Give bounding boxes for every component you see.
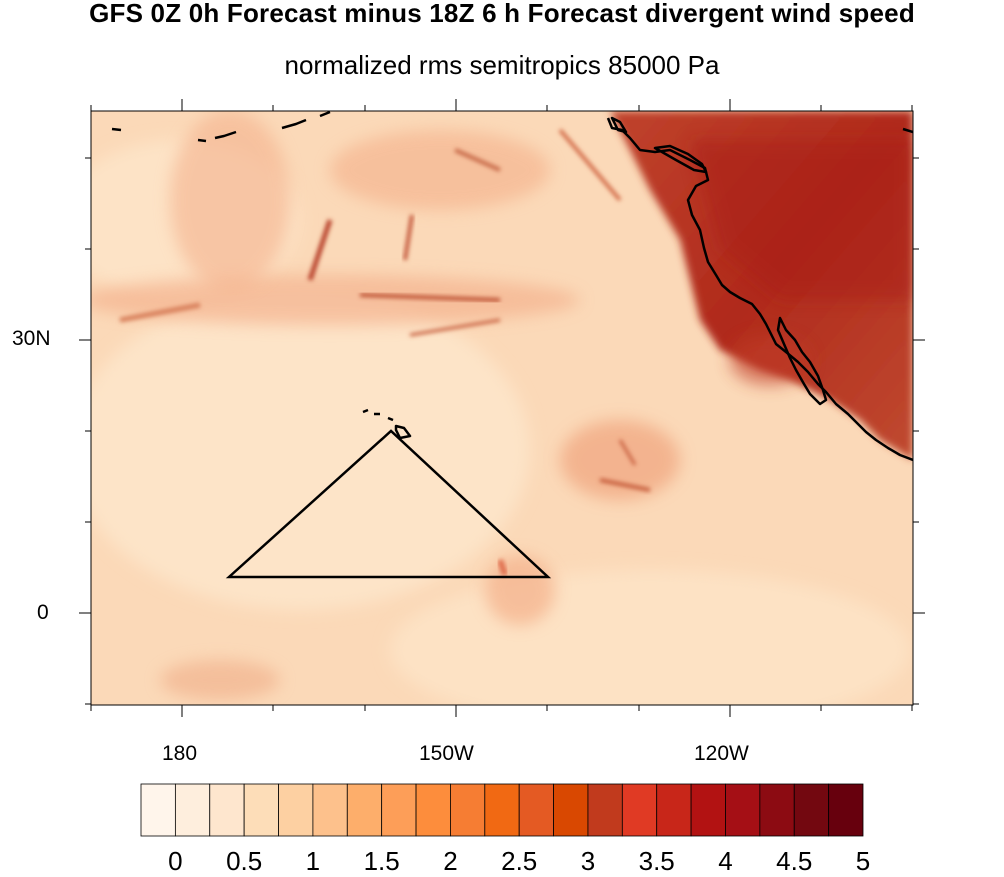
colorbar-box xyxy=(174,783,211,837)
colorbar-label: 0 xyxy=(168,846,183,876)
colorbar-label: 0.5 xyxy=(226,846,263,876)
coastlines xyxy=(111,111,913,462)
colorbar-box xyxy=(793,783,830,837)
colorbar-box xyxy=(278,783,314,837)
colorbar-box xyxy=(450,783,486,837)
colorbar-box xyxy=(621,783,658,837)
colorbar-box xyxy=(759,783,795,837)
colorbar-box xyxy=(690,783,726,837)
lat-label-0: 0 xyxy=(37,601,49,624)
field-shading xyxy=(91,111,913,705)
colorbar-box xyxy=(828,783,864,837)
colorbar-label: 5 xyxy=(855,846,871,876)
colorbar-box xyxy=(209,783,245,837)
colorbar-box xyxy=(725,783,761,837)
colorbar-label: 4 xyxy=(718,846,733,876)
chart-subtitle: normalized rms semitropics 85000 Pa xyxy=(284,50,720,80)
colorbar-box xyxy=(553,783,589,837)
lon-label-180: 180 xyxy=(162,742,198,765)
lat-label-30n: 30N xyxy=(12,327,51,350)
colorbar-label: 4.5 xyxy=(776,846,813,876)
colorbar-label: 3 xyxy=(580,846,596,876)
colorbar-label: 2.5 xyxy=(501,846,538,876)
colorbar-box xyxy=(484,783,520,837)
colorbar-box xyxy=(381,783,417,837)
triangle-box xyxy=(225,429,552,579)
colorbar-box xyxy=(346,783,383,837)
colorbar-box xyxy=(312,783,348,837)
colorbar-box xyxy=(656,783,692,837)
colorbar xyxy=(140,783,864,837)
lon-label-120w: 120W xyxy=(694,742,749,765)
lon-label-150w: 150W xyxy=(419,742,474,765)
colorbar-label: 2 xyxy=(443,846,458,876)
map-ticks xyxy=(79,99,925,717)
chart-title: GFS 0Z 0h Forecast minus 18Z 6 h Forecas… xyxy=(89,0,915,28)
colorbar-box xyxy=(518,783,554,837)
colorbar-label: 1.5 xyxy=(363,846,400,876)
colorbar-box xyxy=(140,783,176,837)
colorbar-box xyxy=(587,783,623,837)
colorbar-box xyxy=(415,783,451,837)
map-frame xyxy=(90,110,914,706)
colorbar-box xyxy=(243,783,279,837)
colorbar-label: 3.5 xyxy=(638,846,675,876)
colorbar-label: 1 xyxy=(305,846,321,876)
